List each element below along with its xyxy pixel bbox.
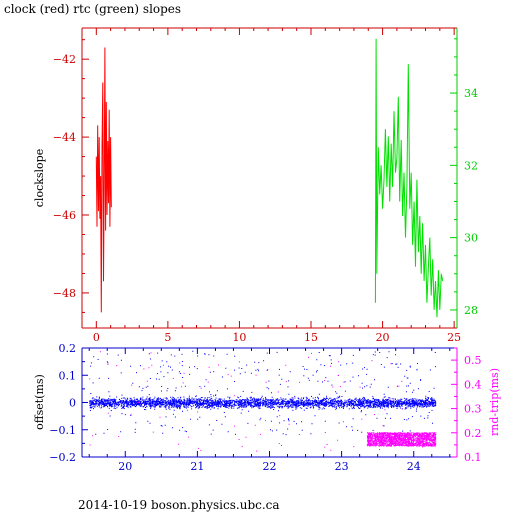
bottom-x-tick-label: 20 — [118, 460, 132, 473]
rtc-slope-line — [374, 38, 444, 318]
chart-title: clock (red) rtc (green) slopes — [4, 2, 182, 16]
top-x-tick-label: 10 — [232, 331, 246, 344]
bottom-y2-tick-label: 0.5 — [464, 354, 482, 367]
bottom-y2-tick-label: 0.1 — [464, 451, 482, 464]
bottom-y2-axis-label: rnd-trip(ms) — [488, 368, 501, 436]
bottom-panel: 20 21 22 23 24 0.2 0.1 0 −0.1 −0.2 0.5 0.4 0.3 0.2 0.1… — [33, 342, 501, 473]
top-y2-tick-label: 34 — [464, 87, 478, 100]
bottom-y-tick-label: 0 — [69, 397, 76, 410]
bottom-y-tick-label: 0.1 — [59, 369, 77, 382]
offset-sparse-points — [89, 350, 437, 436]
footer-text: 2014-10-19 boson.physics.ubc.ca — [78, 498, 280, 512]
top-y2-tick-label: 30 — [464, 232, 478, 245]
top-y-tick-label: −48 — [53, 287, 76, 300]
top-y-tick-label: −42 — [53, 53, 76, 66]
rtt-band-points — [366, 432, 437, 447]
top-x-tick-label: 25 — [447, 331, 461, 344]
bottom-y-tick-label: −0.1 — [49, 424, 76, 437]
top-y2-tick-label: 32 — [464, 159, 478, 172]
bottom-y-tick-label: −0.2 — [49, 451, 76, 464]
offset-band-points — [89, 395, 437, 410]
bottom-x-tick-label: 21 — [190, 460, 204, 473]
top-x-tick-label: 20 — [376, 331, 390, 344]
bottom-y2-tick-label: 0.2 — [464, 427, 482, 440]
top-y-tick-label: −44 — [53, 131, 76, 144]
top-panel: 0 5 10 15 20 25 −42 −44 −46 −48 28 30 32 34 clockslope — [33, 27, 478, 344]
bottom-y-axis-label: offset(ms) — [33, 374, 46, 430]
top-x-tick-label: 15 — [304, 331, 318, 344]
top-y-axis-label: clockslope — [33, 149, 46, 207]
bottom-y-tick-label: 0.2 — [59, 342, 77, 355]
bottom-x-tick-label: 23 — [335, 460, 349, 473]
clock-slope-line — [95, 47, 112, 313]
bottom-x-tick-label: 22 — [263, 460, 277, 473]
rtt-points — [89, 351, 437, 452]
top-x-tick-label: 0 — [93, 331, 100, 344]
bottom-y2-tick-label: 0.4 — [464, 378, 482, 391]
offset-points — [89, 350, 437, 436]
top-y2-tick-label: 28 — [464, 304, 478, 317]
top-x-tick-label: 5 — [164, 331, 171, 344]
bottom-y2-tick-label: 0.3 — [464, 403, 482, 416]
bottom-x-tick-label: 24 — [407, 460, 421, 473]
top-y-tick-label: −46 — [53, 209, 76, 222]
